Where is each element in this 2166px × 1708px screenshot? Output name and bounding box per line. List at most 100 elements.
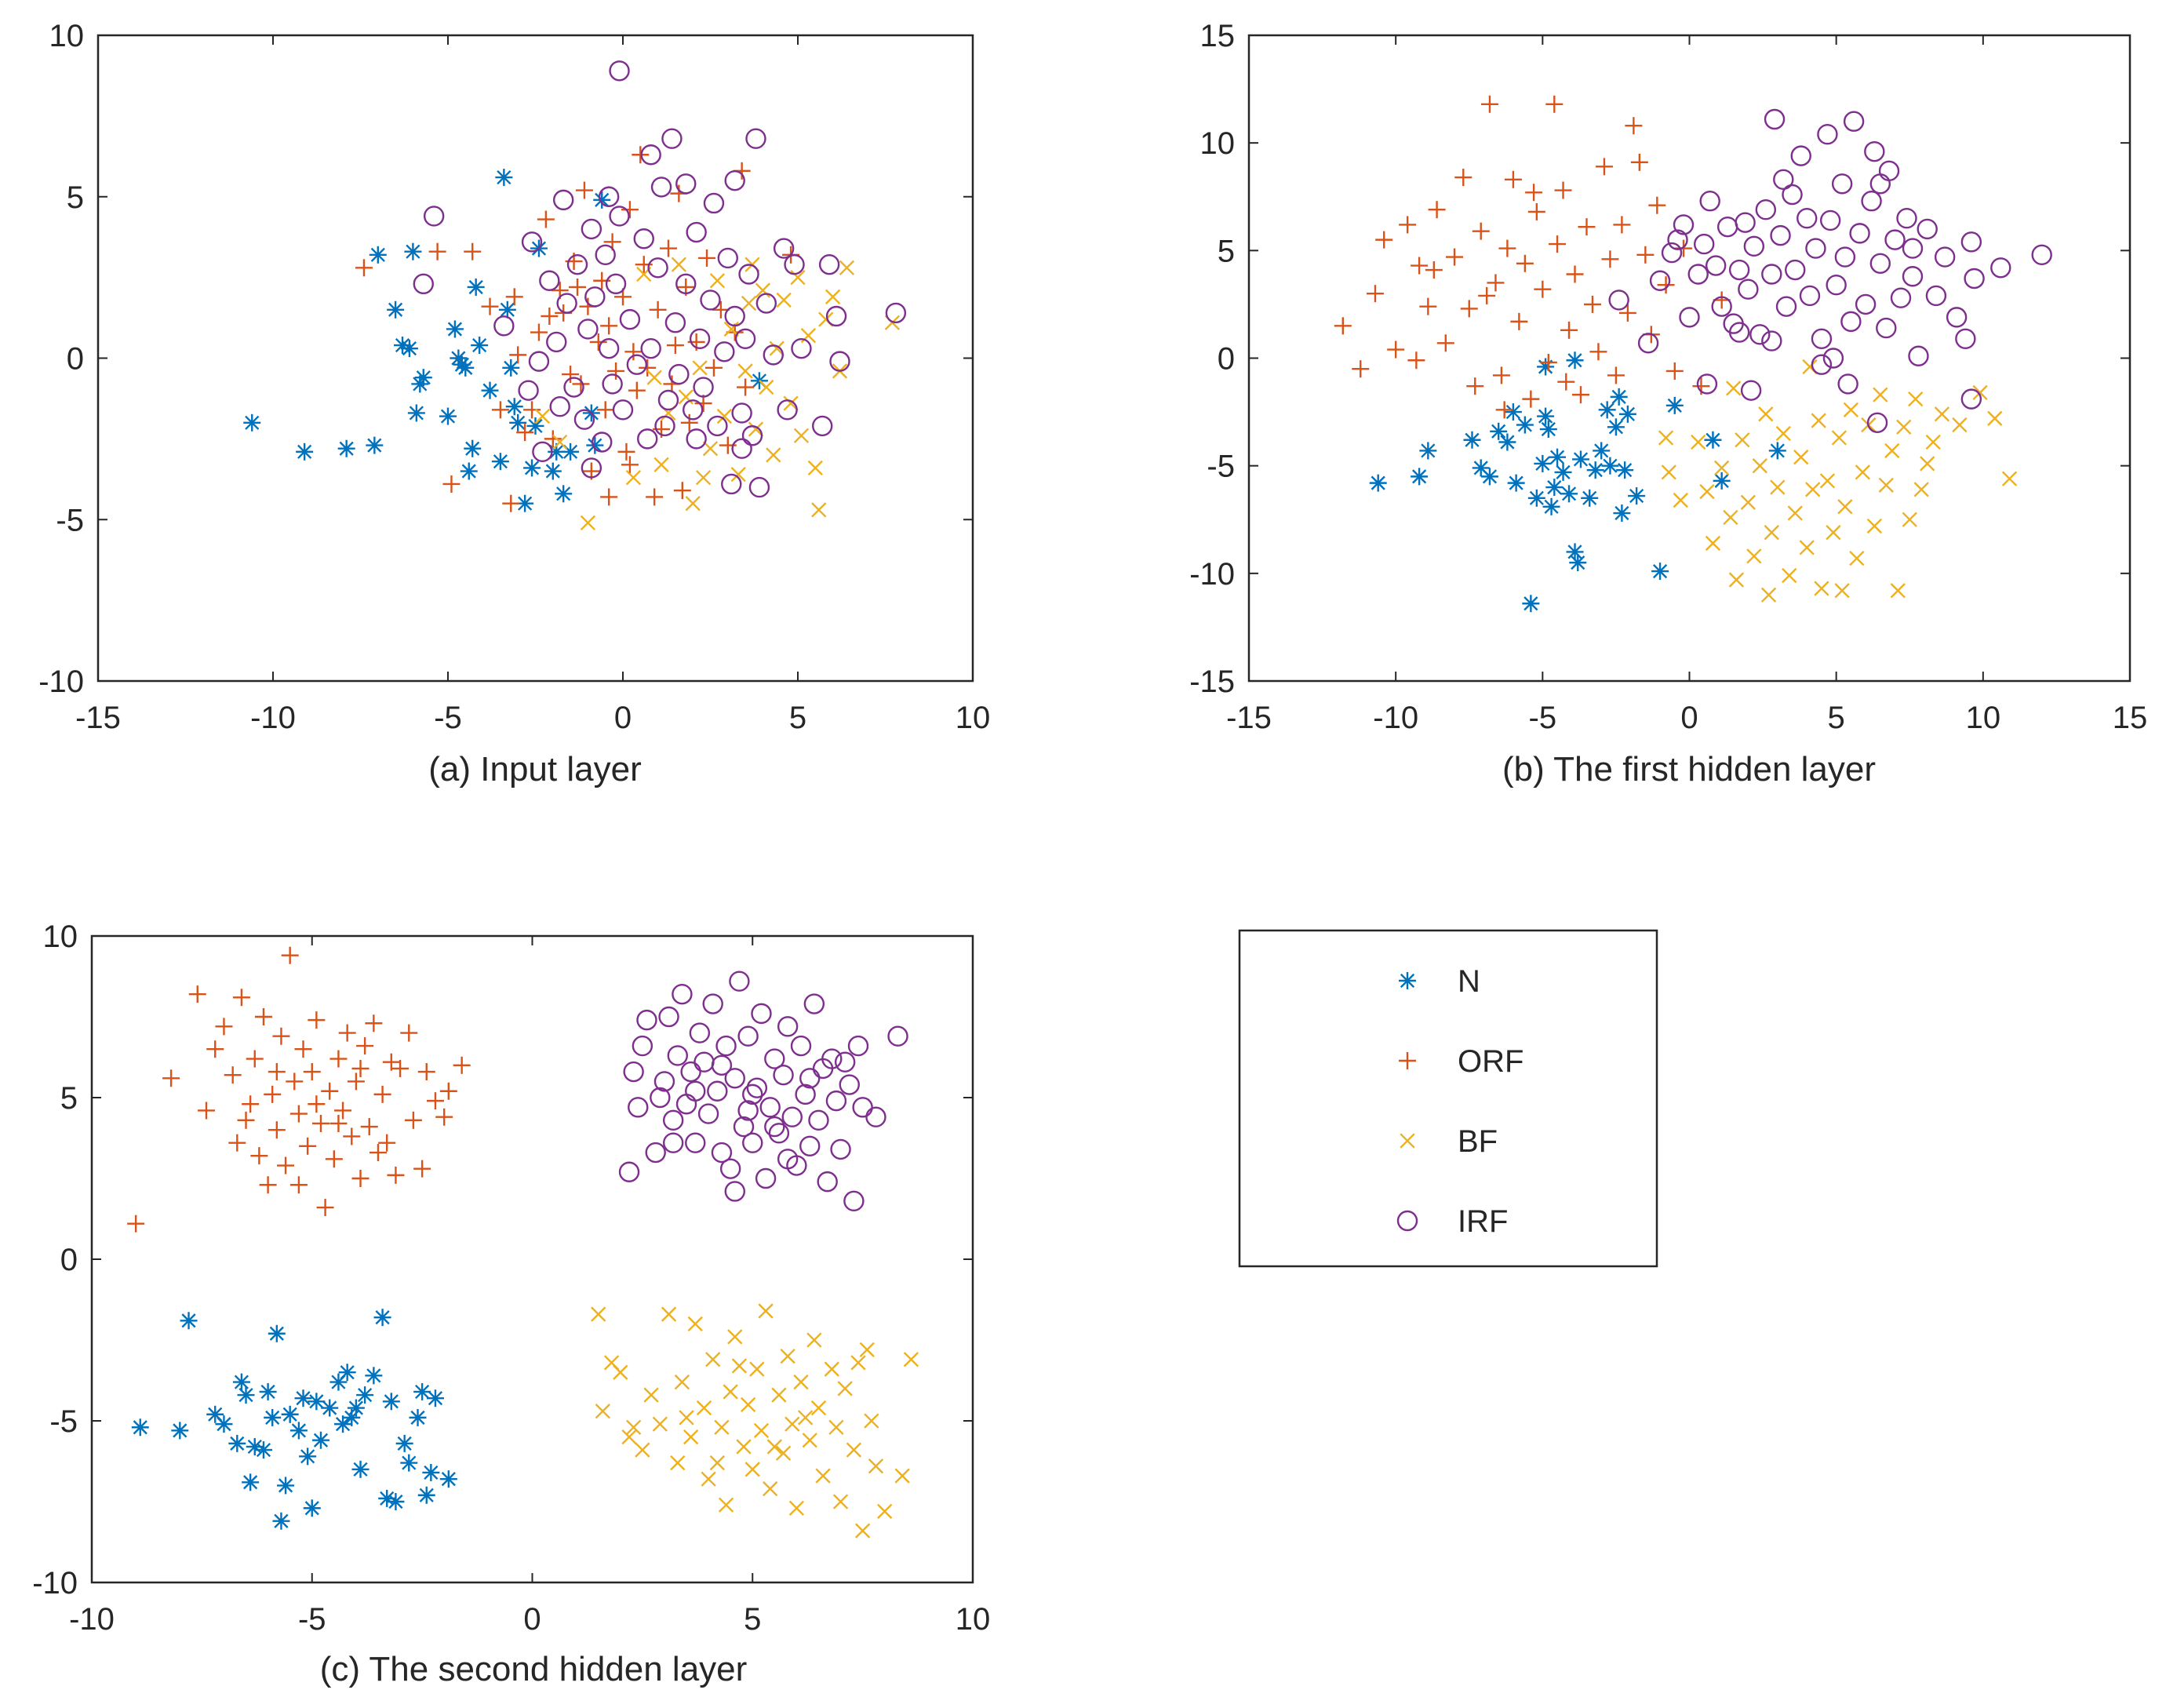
panel-c-point-n-19 bbox=[303, 1499, 321, 1517]
panel-a-point-n-13 bbox=[446, 320, 464, 338]
panel-b-point-n-17 bbox=[1545, 479, 1564, 497]
panel-c-point-n-9 bbox=[246, 1437, 264, 1455]
panel-b-point-orf-34 bbox=[1589, 343, 1607, 361]
panel-c-point-n-18 bbox=[299, 1448, 317, 1466]
panel-b-point-n-28 bbox=[1601, 457, 1619, 475]
panel-c-point-bf-53 bbox=[766, 1439, 782, 1455]
panel-c-point-irf-48 bbox=[834, 1051, 856, 1073]
panel-c-point-irf-29 bbox=[751, 1003, 772, 1025]
panel-c-point-n-40 bbox=[422, 1463, 440, 1481]
panel-c-caption: (c) The second hidden layer bbox=[320, 1650, 748, 1688]
panel-c-point-irf-4 bbox=[636, 1009, 657, 1031]
panel-a-point-irf-17 bbox=[584, 286, 606, 308]
panel-b-first-hidden-layer: -15 -10 -5 0 5 10 15 -15 -10 -5 0 5 10 15 (b) The fir… bbox=[1189, 19, 2147, 788]
panel-b-point-bf-12 bbox=[1770, 479, 1786, 495]
panel-c-point-orf-52 bbox=[329, 1114, 348, 1132]
panel-c-point-irf-31 bbox=[759, 1097, 781, 1118]
panel-a-point-irf-31 bbox=[650, 177, 672, 198]
panel-b-point-orf-19 bbox=[1504, 170, 1522, 188]
panel-b-point-orf-8 bbox=[1428, 201, 1446, 219]
panel-c-point-orf-31 bbox=[343, 1127, 361, 1145]
panel-b-point-n-18 bbox=[1549, 448, 1567, 466]
panel-c-point-orf-41 bbox=[391, 1059, 410, 1077]
panel-c-xtick-label: 5 bbox=[744, 1602, 761, 1637]
panel-c-point-n-42 bbox=[439, 1470, 457, 1488]
panel-c-point-bf-23 bbox=[749, 1361, 765, 1377]
panel-a-point-irf-56 bbox=[777, 399, 798, 421]
panel-b-point-orf-11 bbox=[1454, 169, 1473, 187]
panel-a-point-orf-3 bbox=[464, 242, 482, 260]
panel-b-point-irf-33 bbox=[1826, 275, 1847, 296]
panel-c-point-irf-46 bbox=[825, 1090, 847, 1112]
panel-c-point-bf-31 bbox=[788, 1500, 805, 1516]
panel-b-point-irf-22 bbox=[1770, 224, 1791, 246]
panel-c-point-bf-21 bbox=[740, 1397, 756, 1413]
panel-b-point-irf-46 bbox=[1890, 287, 1912, 308]
panel-a-point-n-24 bbox=[502, 359, 520, 377]
panel-b-point-orf-27 bbox=[1549, 235, 1567, 253]
panel-b-point-bf-43 bbox=[2001, 471, 2018, 486]
panel-a-point-irf-57 bbox=[784, 253, 805, 275]
panel-a-point-bf-6 bbox=[671, 257, 687, 272]
panel-c-point-orf-3 bbox=[197, 1102, 215, 1120]
panel-c-point-n-0 bbox=[131, 1418, 149, 1437]
panel-b-point-orf-20 bbox=[1510, 312, 1528, 330]
panel-a-point-n-31 bbox=[544, 462, 562, 480]
panel-b-point-orf-15 bbox=[1480, 95, 1498, 113]
panel-a-point-orf-30 bbox=[617, 442, 635, 461]
panel-c-point-irf-2 bbox=[628, 1097, 649, 1118]
panel-b-point-irf-60 bbox=[1837, 373, 1858, 395]
panel-b-point-irf-47 bbox=[1896, 207, 1917, 229]
panel-c-point-orf-42 bbox=[400, 1024, 418, 1042]
panel-b-point-orf-9 bbox=[1436, 334, 1454, 352]
panel-c-point-bf-6 bbox=[643, 1387, 659, 1403]
panel-b-point-irf-15 bbox=[1735, 212, 1756, 233]
panel-c-point-orf-6 bbox=[224, 1066, 242, 1084]
panel-a-point-irf-63 bbox=[885, 302, 907, 324]
panel-c-point-orf-55 bbox=[308, 1095, 326, 1113]
panel-a-point-irf-15 bbox=[577, 319, 599, 340]
panel-c-point-irf-8 bbox=[658, 1006, 679, 1028]
panel-c-point-orf-0 bbox=[127, 1215, 145, 1233]
panel-c-point-orf-45 bbox=[417, 1063, 435, 1081]
panel-b-point-bf-44 bbox=[1658, 430, 1674, 446]
panel-a-point-irf-41 bbox=[700, 290, 721, 311]
panel-c-point-irf-9 bbox=[662, 1109, 684, 1131]
panel-c-point-orf-23 bbox=[308, 1011, 326, 1029]
panel-b-point-bf-47 bbox=[1834, 583, 1850, 599]
panel-c-point-bf-13 bbox=[696, 1400, 712, 1416]
panel-b-point-bf-48 bbox=[1726, 381, 1742, 396]
panel-a-point-orf-43 bbox=[673, 482, 691, 500]
panel-c-point-n-20 bbox=[308, 1393, 326, 1411]
panel-a-point-irf-53 bbox=[748, 476, 770, 498]
panel-b-point-irf-31 bbox=[1817, 123, 1838, 145]
panel-c-point-irf-35 bbox=[777, 1016, 799, 1037]
panel-a-point-orf-0 bbox=[355, 259, 373, 277]
panel-a-ytick-label: 10 bbox=[49, 19, 85, 53]
panel-c-point-bf-18 bbox=[723, 1384, 738, 1400]
panel-b-point-n-23 bbox=[1571, 450, 1589, 468]
panel-b-point-bf-27 bbox=[1855, 464, 1871, 480]
panel-c-point-irf-40 bbox=[799, 1135, 821, 1157]
panel-a-point-bf-2 bbox=[580, 515, 596, 531]
panel-b-point-n-25 bbox=[1586, 461, 1604, 479]
panel-b-point-n-35 bbox=[1651, 563, 1669, 581]
panel-a-point-bf-16 bbox=[741, 295, 757, 311]
panel-b-point-irf-2 bbox=[1649, 270, 1671, 291]
panel-c-point-orf-40 bbox=[387, 1166, 405, 1184]
panel-c-point-bf-7 bbox=[652, 1416, 668, 1432]
panel-b-point-irf-21 bbox=[1764, 108, 1786, 130]
panel-a-point-bf-3 bbox=[625, 470, 642, 486]
panel-c-point-n-15 bbox=[277, 1477, 295, 1495]
panel-b-point-n-9 bbox=[1507, 474, 1525, 492]
panel-c-point-orf-33 bbox=[351, 1170, 369, 1187]
panel-a-point-n-18 bbox=[464, 439, 482, 457]
panel-a-point-irf-20 bbox=[598, 337, 620, 359]
panel-c-point-n-6 bbox=[232, 1373, 250, 1391]
panel-a-xtick-label: 5 bbox=[789, 701, 806, 735]
panel-c-point-bf-17 bbox=[718, 1497, 734, 1513]
panel-b-point-n-5 bbox=[1480, 468, 1498, 486]
panel-b-point-bf-39 bbox=[1934, 406, 1950, 422]
panel-a-point-bf-22 bbox=[776, 292, 792, 308]
